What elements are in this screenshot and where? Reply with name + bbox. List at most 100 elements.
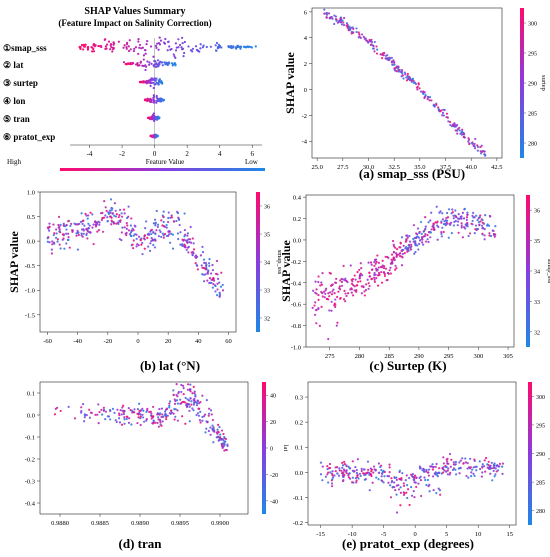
- scatter-point: [377, 471, 381, 474]
- scatter-point: [209, 433, 212, 436]
- scatter-point: [432, 222, 435, 226]
- scatter-point: [113, 411, 116, 414]
- scatter-point: [207, 414, 210, 417]
- scatter-point: [491, 229, 494, 232]
- scatter-point: [426, 234, 429, 237]
- summary-point: [169, 48, 172, 51]
- scatter-point: [377, 478, 380, 481]
- scatter-point: [113, 202, 117, 205]
- x-tick-label: 30.0: [363, 164, 374, 171]
- scatter-point: [160, 219, 163, 222]
- scatter-point: [438, 211, 441, 214]
- scatter-point: [211, 263, 214, 267]
- scatter-point: [100, 218, 103, 221]
- scatter-point: [373, 40, 376, 44]
- scatter-point: [57, 215, 61, 219]
- axes-frame: [39, 191, 237, 333]
- scatter-point: [418, 476, 421, 480]
- scatter-point: [375, 260, 378, 264]
- x-tick-label: 15: [506, 531, 513, 538]
- scatter-point: [336, 295, 339, 299]
- scatter-point: [223, 435, 226, 439]
- scatter-point: [446, 469, 449, 472]
- scatter-point: [133, 224, 136, 227]
- scatter-point: [167, 234, 170, 237]
- colorbar-tick-label: 0: [270, 447, 273, 453]
- scatter-point: [480, 224, 484, 227]
- scatter-point: [367, 261, 370, 264]
- scatter-point: [171, 247, 175, 250]
- scatter-point: [394, 268, 397, 271]
- panel-caption: (e) pratot_exp (degrees): [342, 536, 474, 551]
- scatter-point: [175, 219, 178, 223]
- scatter-point: [328, 309, 331, 312]
- scatter-point: [373, 50, 376, 53]
- scatter-point: [333, 302, 336, 305]
- axes-frame: [305, 194, 515, 348]
- scatter-point: [379, 265, 383, 269]
- scatter-point: [403, 251, 406, 255]
- scatter-point: [195, 413, 198, 417]
- scatter-point: [179, 398, 182, 401]
- y-axis-label: SHAP value: [283, 51, 297, 113]
- scatter-point: [458, 129, 461, 132]
- scatter-point: [205, 398, 208, 402]
- scatter-point: [483, 465, 486, 468]
- scatter-point: [186, 234, 189, 237]
- scatter-point: [449, 123, 452, 127]
- scatter-point: [201, 394, 204, 397]
- x-tick-label: 40: [195, 338, 202, 345]
- scatter-point: [129, 234, 133, 237]
- scatter-point: [473, 147, 477, 150]
- summary-point: [231, 46, 234, 49]
- scatter-point: [55, 232, 58, 235]
- summary-point: [152, 98, 155, 102]
- scatter-point: [492, 464, 495, 467]
- scatter-point: [371, 268, 374, 272]
- scatter-point: [350, 288, 354, 291]
- scatter-point: [430, 99, 433, 102]
- scatter-point: [212, 427, 215, 430]
- panel-d: 0.9880 0.9885 0.9890 0.9895 0.9900 -0.4 -0.3 -0…: [25, 381, 289, 551]
- y-tick-label: -0.5: [25, 263, 35, 270]
- scatter-point: [313, 304, 316, 307]
- scatter-point: [491, 479, 494, 482]
- colorbar: [256, 192, 260, 332]
- scatter-point: [216, 428, 219, 431]
- scatter-point: [415, 236, 418, 240]
- summary-point: [112, 47, 115, 50]
- scatter-point: [360, 292, 363, 295]
- summary-point: [242, 45, 246, 48]
- scatter-point: [332, 288, 335, 291]
- scatter-point: [449, 223, 452, 226]
- scatter-point: [218, 291, 221, 294]
- scatter-point: [64, 225, 67, 228]
- scatter-point: [131, 243, 134, 246]
- scatter-point: [390, 481, 393, 484]
- summary-point: [152, 94, 155, 97]
- summary-point: [127, 45, 130, 48]
- summary-point: [187, 45, 190, 48]
- summary-point: [247, 45, 251, 48]
- scatter-point: [130, 217, 133, 220]
- feature-label: ⑥ pratot_exp: [3, 132, 55, 142]
- scatter-point: [363, 294, 366, 297]
- scatter-point: [89, 411, 93, 414]
- scatter-point: [118, 412, 121, 415]
- scatter-point: [349, 264, 352, 267]
- scatter-point: [342, 475, 345, 479]
- scatter-point: [51, 243, 54, 246]
- summary-point: [174, 56, 177, 60]
- scatter-point: [331, 470, 334, 473]
- scatter-point: [368, 284, 371, 288]
- summary-point: [92, 50, 96, 53]
- scatter-point: [150, 233, 153, 236]
- scatter-point: [350, 282, 354, 286]
- scatter-point: [324, 289, 327, 292]
- summary-point: [154, 65, 158, 69]
- scatter-point: [343, 473, 346, 477]
- scatter-point: [94, 223, 97, 226]
- scatter-point: [395, 476, 398, 479]
- scatter-point: [343, 289, 346, 292]
